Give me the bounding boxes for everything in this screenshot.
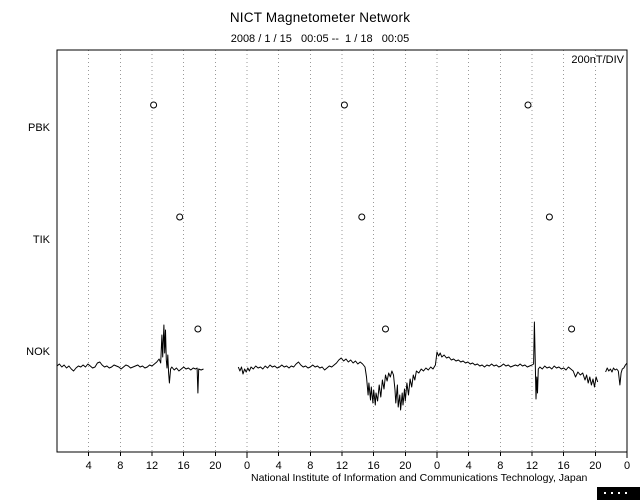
x-axis-tick-label: 20 [209, 460, 221, 472]
local-midnight-marker-tik [358, 213, 366, 221]
badge-marks [604, 492, 606, 494]
station-label-nok: NOK [26, 346, 50, 358]
x-axis-tick-label: 12 [526, 460, 538, 472]
station-label-tik: TIK [32, 234, 50, 246]
scale-per-division-label: 200nT/DIV [571, 54, 624, 66]
x-axis-tick-label: 4 [276, 460, 282, 472]
magnetogram-trace-nok [605, 362, 628, 386]
x-axis-tick-label: 16 [368, 460, 380, 472]
local-midnight-marker-pbk [524, 101, 532, 109]
corner-watermark-badge [597, 487, 640, 500]
x-axis-tick-label: 8 [497, 460, 503, 472]
x-axis-tick-label: 0 [624, 460, 630, 472]
local-midnight-marker-pbk [340, 101, 348, 109]
institute-credit-text: National Institute of Information and Co… [251, 472, 588, 484]
time-range-subtitle: 2008 / 1 / 15 00:05 -- 1 / 18 00:05 [230, 33, 410, 45]
station-label-pbk: PBK [27, 122, 50, 134]
x-axis-tick-label: 12 [336, 460, 348, 472]
x-axis-tick-label: 8 [117, 460, 123, 472]
x-axis-tick-label: 16 [178, 460, 190, 472]
x-axis-tick-label: 12 [146, 460, 158, 472]
local-midnight-marker-pbk [150, 101, 158, 109]
local-midnight-marker-nok [194, 325, 202, 333]
page-title: NICT Magnetometer Network [229, 10, 411, 25]
magnetogram-trace-nok [237, 321, 599, 411]
x-axis-tick-label: 0 [434, 460, 440, 472]
local-midnight-marker-nok [382, 325, 389, 333]
local-midnight-marker-tik [176, 213, 184, 221]
local-midnight-marker-nok [568, 325, 576, 333]
x-axis-tick-label: 20 [399, 460, 411, 472]
x-axis-tick-label: 4 [86, 460, 92, 472]
x-axis-tick-label: 4 [466, 460, 472, 472]
x-axis-tick-label: 8 [307, 460, 313, 472]
x-axis-tick-label: 20 [589, 460, 601, 472]
x-axis-tick-label: 16 [558, 460, 570, 472]
magnetogram-trace-nok [56, 324, 204, 394]
x-axis-tick-label: 0 [244, 460, 250, 472]
local-midnight-marker-tik [545, 213, 553, 221]
plot-border [56, 49, 628, 453]
